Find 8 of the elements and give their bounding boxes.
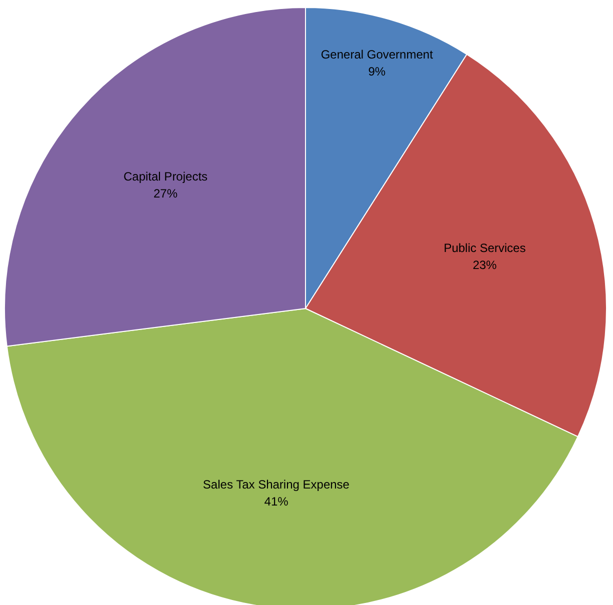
slice-label: Capital Projects [123,170,208,184]
slice-label: Sales Tax Sharing Expense [202,477,350,492]
data-label: 27% [154,186,178,201]
slice-label: General Government [320,47,434,62]
slice-label: Public Services [444,240,526,255]
data-label: 23% [472,258,498,272]
data-label: 41% [264,494,289,508]
data-label: 9% [368,64,386,78]
